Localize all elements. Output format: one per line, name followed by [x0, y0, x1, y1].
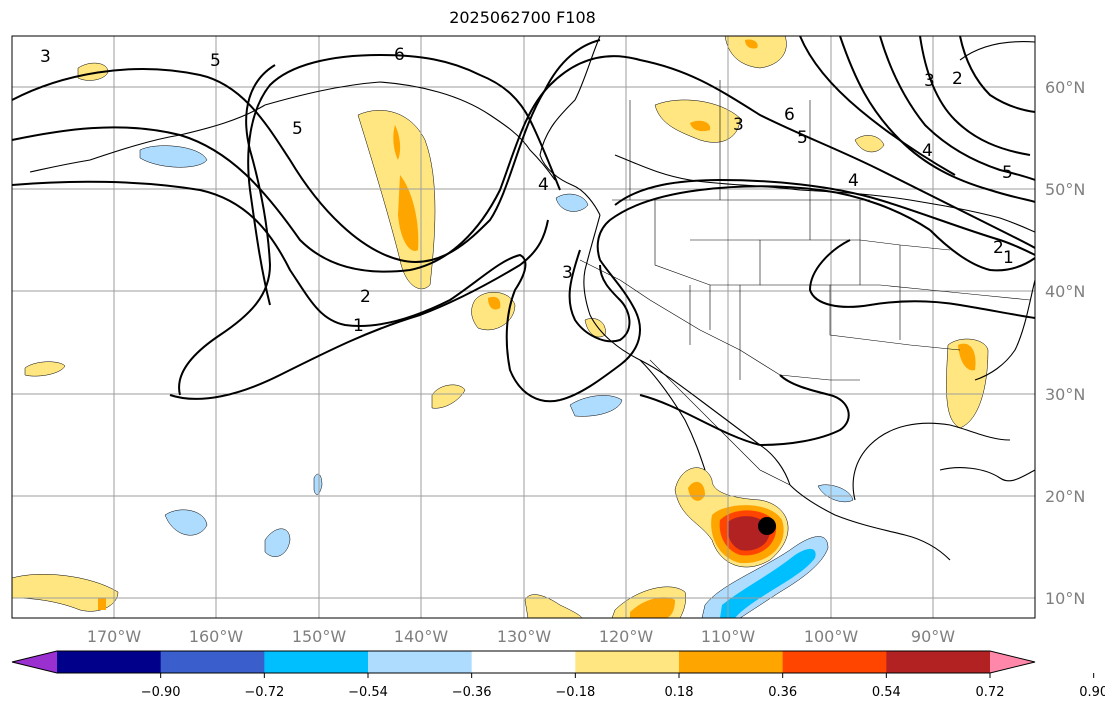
lat-label: 20°N [1045, 487, 1085, 506]
contour-label: 5 [797, 128, 808, 148]
contour-label: 5 [210, 51, 221, 71]
colorbar-tick-label: −0.36 [452, 685, 492, 700]
lon-label: 100°W [804, 627, 859, 646]
contour-label: 3 [924, 71, 935, 91]
contour-label: 6 [394, 45, 405, 65]
lon-label: 130°W [497, 627, 552, 646]
colorbar-tick-label: 0.18 [665, 685, 694, 700]
colorbar-segment [264, 651, 369, 673]
contour-label: 3 [733, 115, 744, 135]
colorbar-tick-label: −0.18 [555, 685, 595, 700]
lon-label: 90°W [911, 627, 955, 646]
map-title: 2025062700 F108 [449, 8, 596, 27]
colorbar-tick-label: 0.54 [872, 685, 901, 700]
colorbar-tick-label: −0.54 [348, 685, 388, 700]
colorbar-tick-label: −0.90 [141, 685, 181, 700]
lat-label: 10°N [1045, 589, 1085, 608]
contour-label: 4 [922, 141, 933, 161]
colorbar-segment [368, 651, 473, 673]
colorbar-tick-label: 0.36 [768, 685, 797, 700]
contour-label: 4 [848, 171, 859, 191]
lon-label: 120°W [599, 627, 654, 646]
geopotential-contours [11, 35, 1036, 446]
contour-label: 2 [952, 69, 963, 89]
contour-label: 3 [40, 47, 51, 67]
colorbar-segment [782, 651, 887, 673]
lon-label: 110°W [701, 627, 756, 646]
contour-value-labels: 3 5 6 5 1 2 3 6 5 4 3 2 4 5 4 2 1 3 [40, 45, 1014, 336]
lat-label: 30°N [1045, 385, 1085, 404]
colorbar-extend-low [12, 651, 57, 673]
colorbar-segment [57, 651, 162, 673]
colorbar-extend-high [990, 651, 1035, 673]
latitude-labels: 60°N 50°N 40°N 30°N 20°N 10°N [1045, 78, 1085, 608]
graticule [12, 36, 1035, 618]
contour-label: 5 [292, 119, 303, 139]
contour-label: 4 [538, 175, 549, 195]
lon-label: 140°W [394, 627, 449, 646]
contour-label: 6 [784, 105, 795, 125]
lon-label: 160°W [189, 627, 244, 646]
lat-label: 40°N [1045, 282, 1085, 301]
colorbar-tick-label: 0.72 [976, 685, 1005, 700]
political-borders [579, 80, 1031, 486]
colorbar-segment [886, 651, 991, 673]
contour-label: 1 [353, 316, 364, 336]
contour-label: 2 [360, 287, 371, 307]
contour-label: 5 [1002, 163, 1013, 183]
contour-label: 3 [562, 263, 573, 283]
longitude-labels: 170°W 160°W 150°W 140°W 130°W 120°W 110°… [87, 627, 955, 646]
colorbar-segment [160, 651, 265, 673]
contour-label: 1 [1003, 248, 1014, 268]
colorbar-segment [679, 651, 784, 673]
lon-label: 150°W [292, 627, 347, 646]
colorbar: −0.90 −0.72 −0.54 −0.36 −0.18 0.18 0.36 0.54 0.7… [11, 650, 1105, 700]
colorbar-tick-label: −0.72 [244, 685, 284, 700]
contour-label: 2 [993, 238, 1004, 258]
colorbar-segment [471, 651, 576, 673]
colorbar-outline [11, 650, 1036, 674]
lat-label: 50°N [1045, 180, 1085, 199]
storm-center-marker [758, 517, 776, 535]
map-frame [11, 35, 1036, 619]
colorbar-tick-label: 0.90 [1079, 685, 1105, 700]
colorbar-segment [575, 651, 680, 673]
lon-label: 170°W [87, 627, 142, 646]
lat-label: 60°N [1045, 78, 1085, 97]
